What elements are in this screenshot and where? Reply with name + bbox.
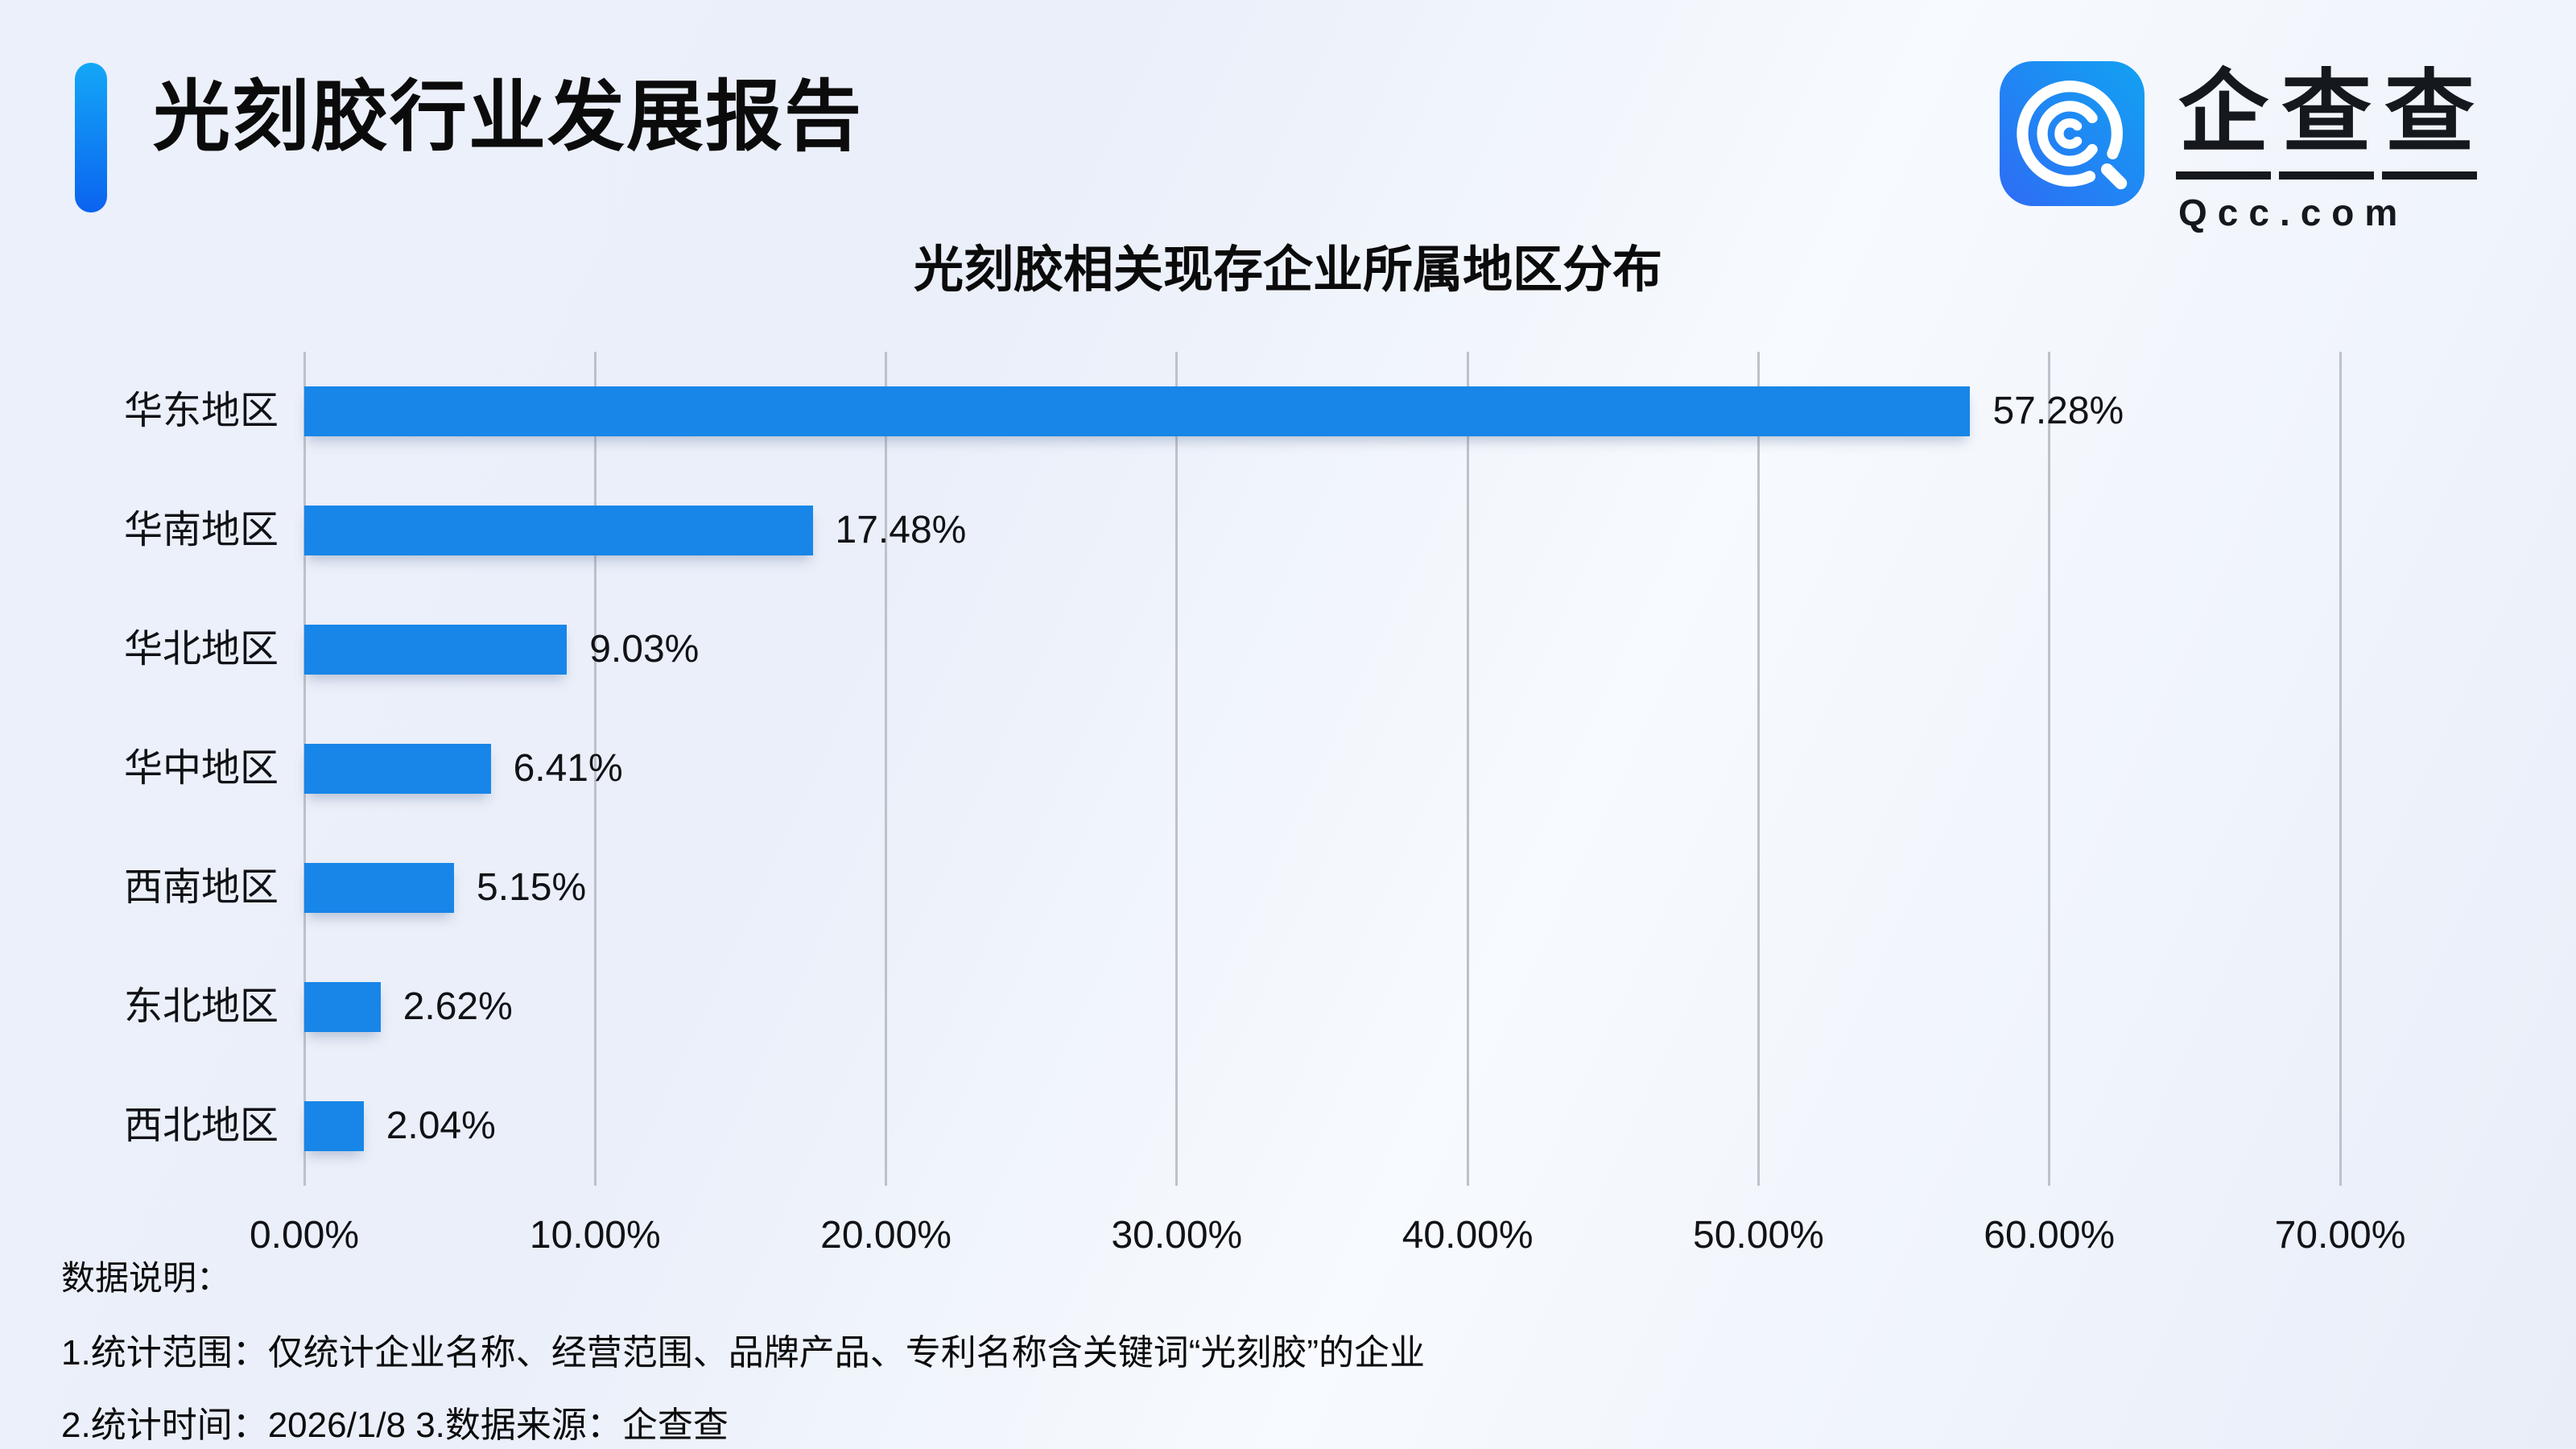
qcc-logo-icon — [2000, 61, 2145, 206]
bar — [304, 625, 568, 675]
category-label: 西北地区 — [123, 1104, 279, 1147]
x-tick-label: 20.00% — [820, 1214, 952, 1257]
value-label: 6.41% — [513, 747, 623, 790]
bar-row: 华南地区 17.48% — [124, 471, 2340, 590]
note-line-1: 1.统计范围：仅统计企业名称、经营范围、品牌产品、专利名称含关键词“光刻胶”的企… — [61, 1333, 1425, 1373]
report-title: 光刻胶行业发展报告 — [153, 74, 863, 160]
bar-chart: 华东地区 57.28% 华南地区 17.48% 华北地区 9.03% 华中地区 6.41% 西南… — [124, 352, 2405, 1257]
bar — [304, 744, 491, 794]
brand-char: 查 — [2279, 58, 2374, 180]
gridline — [593, 352, 597, 1186]
bar-row: 东北地区 2.62% — [124, 947, 2340, 1067]
bar-row: 华中地区 6.41% — [124, 709, 2340, 828]
category-label: 东北地区 — [123, 985, 279, 1028]
category-label: 华南地区 — [123, 509, 279, 551]
x-tick-label: 60.00% — [1984, 1214, 2116, 1257]
category-label: 华中地区 — [123, 747, 279, 790]
brand-text: 企查查 Qcc.com — [2172, 61, 2481, 234]
category-label: 华东地区 — [123, 390, 279, 432]
x-tick-label: 0.00% — [249, 1214, 360, 1257]
x-tick-label: 30.00% — [1111, 1214, 1243, 1257]
value-label: 17.48% — [835, 509, 967, 551]
value-label: 57.28% — [1992, 390, 2124, 432]
value-label: 5.15% — [477, 866, 587, 909]
note-line-2: 2.统计时间：2026/1/8 3.数据来源：企查查 — [61, 1406, 729, 1445]
gridline — [885, 352, 888, 1186]
bar — [304, 506, 813, 555]
value-label: 2.62% — [402, 985, 513, 1028]
brand-domain: Qcc.com — [2178, 191, 2409, 233]
bar-row: 西南地区 5.15% — [124, 828, 2340, 947]
bar-row: 华北地区 9.03% — [124, 590, 2340, 709]
x-axis-ticks: 0.00% 10.00% 20.00% 30.00% 40.00% 50.00% 60.00… — [250, 1213, 2405, 1265]
gridline — [1466, 352, 1469, 1186]
gridline — [2339, 352, 2342, 1186]
x-tick-label: 50.00% — [1693, 1214, 1824, 1257]
chart-title: 光刻胶相关现存企业所属地区分布 — [913, 242, 1662, 298]
bar — [304, 863, 455, 913]
value-label: 9.03% — [589, 628, 700, 671]
gridline — [1757, 352, 1760, 1186]
value-label: 2.04% — [386, 1104, 496, 1147]
category-label: 西南地区 — [123, 866, 279, 909]
x-tick-label: 70.00% — [2274, 1214, 2406, 1257]
gridline — [2048, 352, 2051, 1186]
brand-char: 查 — [2382, 58, 2477, 180]
title-accent-bar — [75, 63, 107, 213]
bar-row: 西北地区 2.04% — [124, 1067, 2340, 1186]
notes-heading: 数据说明： — [61, 1259, 231, 1297]
x-tick-label: 40.00% — [1402, 1214, 1534, 1257]
bar — [304, 982, 381, 1032]
category-label: 华北地区 — [123, 628, 279, 671]
bar — [304, 1101, 364, 1151]
brand-name: 企查查 — [2172, 58, 2481, 180]
qcc-brand: 企查查 Qcc.com — [2000, 61, 2481, 234]
bar-row: 华东地区 57.28% — [124, 352, 2340, 471]
x-tick-label: 10.00% — [529, 1214, 661, 1257]
bar — [304, 386, 1971, 436]
gridline — [1175, 352, 1179, 1186]
brand-char: 企 — [2176, 58, 2271, 180]
